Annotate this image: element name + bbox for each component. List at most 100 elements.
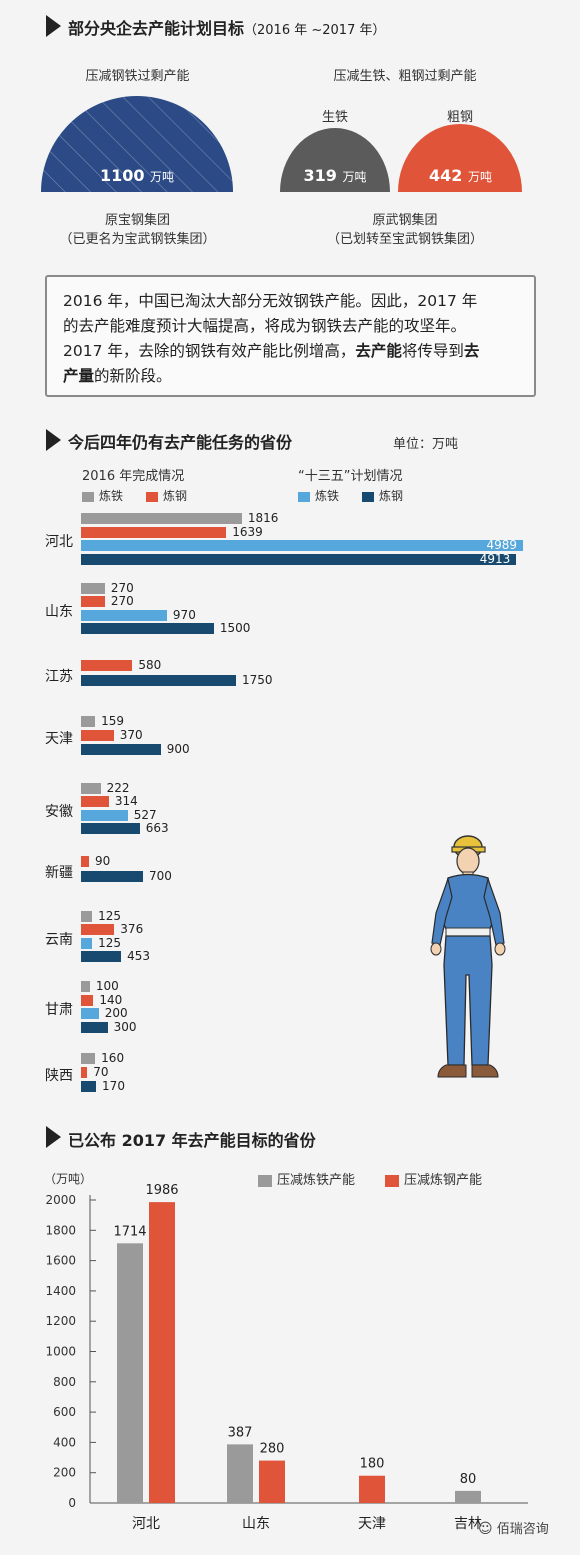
bar-安徽-1 <box>81 796 109 808</box>
summary-note: 2016 年，中国已淘汰大部分无效钢铁产能。因此，2017 年 的去产能难度预计… <box>45 275 536 397</box>
bar-天津-3 <box>81 744 161 755</box>
legend-group-13th: “十三五”计划情况 <box>298 469 403 484</box>
bar-value-label: 4913 <box>479 551 511 566</box>
bar-value-label: 100 <box>95 979 119 993</box>
worker-illustration-icon <box>430 835 506 1078</box>
y-tick-label: 2000 <box>45 1193 76 1207</box>
bar-value-label: 270 <box>110 581 134 595</box>
x-category-label: 河北 <box>132 1516 160 1532</box>
bar-value-label: 314 <box>114 794 138 809</box>
legend-steel-2016: 炼钢 <box>146 487 187 504</box>
province-label: 陕西 <box>45 1068 73 1084</box>
bar-value-label: 900 <box>166 742 190 756</box>
note-line-1: 2016 年，中国已淘汰大部分无效钢铁产能。因此，2017 年 <box>63 292 478 310</box>
right-caption: 压减生铁、粗钢过剩产能 <box>333 69 477 84</box>
y-tick-label: 1000 <box>45 1345 76 1359</box>
bar-江苏-1 <box>81 660 133 671</box>
section-marker-icon <box>46 1126 61 1148</box>
province-label: 新疆 <box>45 865 73 881</box>
province-label: 云南 <box>45 931 73 948</box>
note-line-4: 产量的新阶段。 <box>63 367 172 385</box>
y-tick-label: 200 <box>53 1466 76 1480</box>
y-tick-label: 1800 <box>45 1223 76 1237</box>
bar-新疆-3 <box>81 871 144 882</box>
bar-山东-2 <box>81 609 167 621</box>
bar-value-label: 1986 <box>145 1183 178 1198</box>
bar-甘肃-3 <box>81 1021 108 1033</box>
section3-title: 已公布 2017 年去产能目标的省份 <box>68 1131 316 1150</box>
legend-iron-plan: 炼铁 <box>298 487 339 504</box>
bar-山东-1 <box>81 596 105 608</box>
bar-value-label: 527 <box>133 807 157 822</box>
pig-iron-semicircle <box>280 128 390 192</box>
bar-山东-0 <box>227 1444 253 1503</box>
bar-value-label: 222 <box>106 781 130 795</box>
bar-新疆-1 <box>81 856 89 867</box>
bar-云南-3 <box>81 950 122 962</box>
bar-天津-1 <box>359 1475 385 1503</box>
bar-value-label: 80 <box>460 1472 477 1487</box>
bar-陕西-3 <box>81 1081 97 1092</box>
watermark: ☺ 佰瑞咨询 <box>478 1521 549 1537</box>
bar-云南-0 <box>81 911 93 922</box>
bar-甘肃-2 <box>81 1008 99 1019</box>
section-marker-icon <box>46 429 61 451</box>
province-label: 天津 <box>45 731 73 747</box>
y-tick-label: 1400 <box>45 1284 76 1298</box>
bar-安徽-2 <box>81 809 128 821</box>
bar-value-label: 580 <box>138 658 162 672</box>
legend-steel-plan: 炼钢 <box>362 487 403 504</box>
target-bar-chart: 0 200 400 600 800 1000 1200 1400 1600 1800 2000 171… <box>45 1183 528 1532</box>
bar-山东-1 <box>259 1460 285 1503</box>
bar-河北-0 <box>117 1243 143 1503</box>
left-caption: 压减钢铁过剩产能 <box>85 69 190 84</box>
bar-value-label: 1639 <box>232 524 263 539</box>
baosteel-semicircle <box>41 96 233 192</box>
bar-value-label: 125 <box>98 909 121 923</box>
bar-value-label: 1816 <box>247 511 279 525</box>
wisco-note: （已划转至宝武钢铁集团） <box>326 232 483 247</box>
y-tick-label: 1200 <box>45 1314 76 1328</box>
crude-steel-label: 粗钢 <box>446 110 473 125</box>
bar-河北-0 <box>81 513 242 524</box>
bar-云南-2 <box>81 937 93 949</box>
y-tick-label: 400 <box>53 1435 76 1449</box>
x-category-label: 山东 <box>242 1516 270 1532</box>
bar-天津-0 <box>81 716 96 727</box>
province-label: 甘肃 <box>45 1002 73 1018</box>
legend-steel-cut: 压减炼钢产能 <box>385 1169 482 1188</box>
wisco-name: 原武钢集团 <box>372 213 438 228</box>
bar-value-label: 90 <box>94 854 111 868</box>
bar-value-label: 4989 <box>486 538 517 552</box>
bar-河北-1 <box>81 526 227 538</box>
y-tick-label: 800 <box>53 1375 76 1389</box>
bar-陕西-1 <box>81 1067 88 1078</box>
province-bar-chart: 1816 1639 4989 4913 河北 270 270 970 1500 山东 580 1750… <box>45 511 523 1093</box>
y-tick-label: 600 <box>53 1405 76 1419</box>
bar-value-label: 1500 <box>219 620 251 635</box>
bar-河北-1 <box>149 1202 175 1503</box>
province-label: 安徽 <box>45 803 73 820</box>
legend-iron-2016: 炼铁 <box>82 487 123 504</box>
bar-山东-0 <box>81 583 105 594</box>
bar-陕西-0 <box>81 1053 96 1064</box>
legend-group-2016: 2016 年完成情况 <box>82 469 185 484</box>
baosteel-note: （已更名为宝武钢铁集团） <box>59 232 216 247</box>
baosteel-name: 原宝钢集团 <box>104 213 170 228</box>
bar-天津-1 <box>81 730 114 741</box>
bar-value-label: 970 <box>172 607 196 622</box>
bar-安徽-3 <box>81 822 140 834</box>
bar-吉林-0 <box>455 1490 481 1503</box>
bar-value-label: 160 <box>101 1051 125 1065</box>
bar-value-label: 159 <box>101 714 124 728</box>
bar-value-label: 125 <box>98 935 121 950</box>
bar-value-label: 170 <box>102 1079 125 1093</box>
bar-value-label: 700 <box>149 869 172 883</box>
bar-安徽-0 <box>81 783 101 794</box>
bar-江苏-3 <box>81 675 237 686</box>
bar-value-label: 270 <box>110 594 134 609</box>
bar-value-label: 453 <box>127 948 151 963</box>
y-tick-label: 1600 <box>45 1254 76 1268</box>
x-category-label: 吉林 <box>454 1516 482 1532</box>
bar-甘肃-1 <box>81 994 94 1006</box>
